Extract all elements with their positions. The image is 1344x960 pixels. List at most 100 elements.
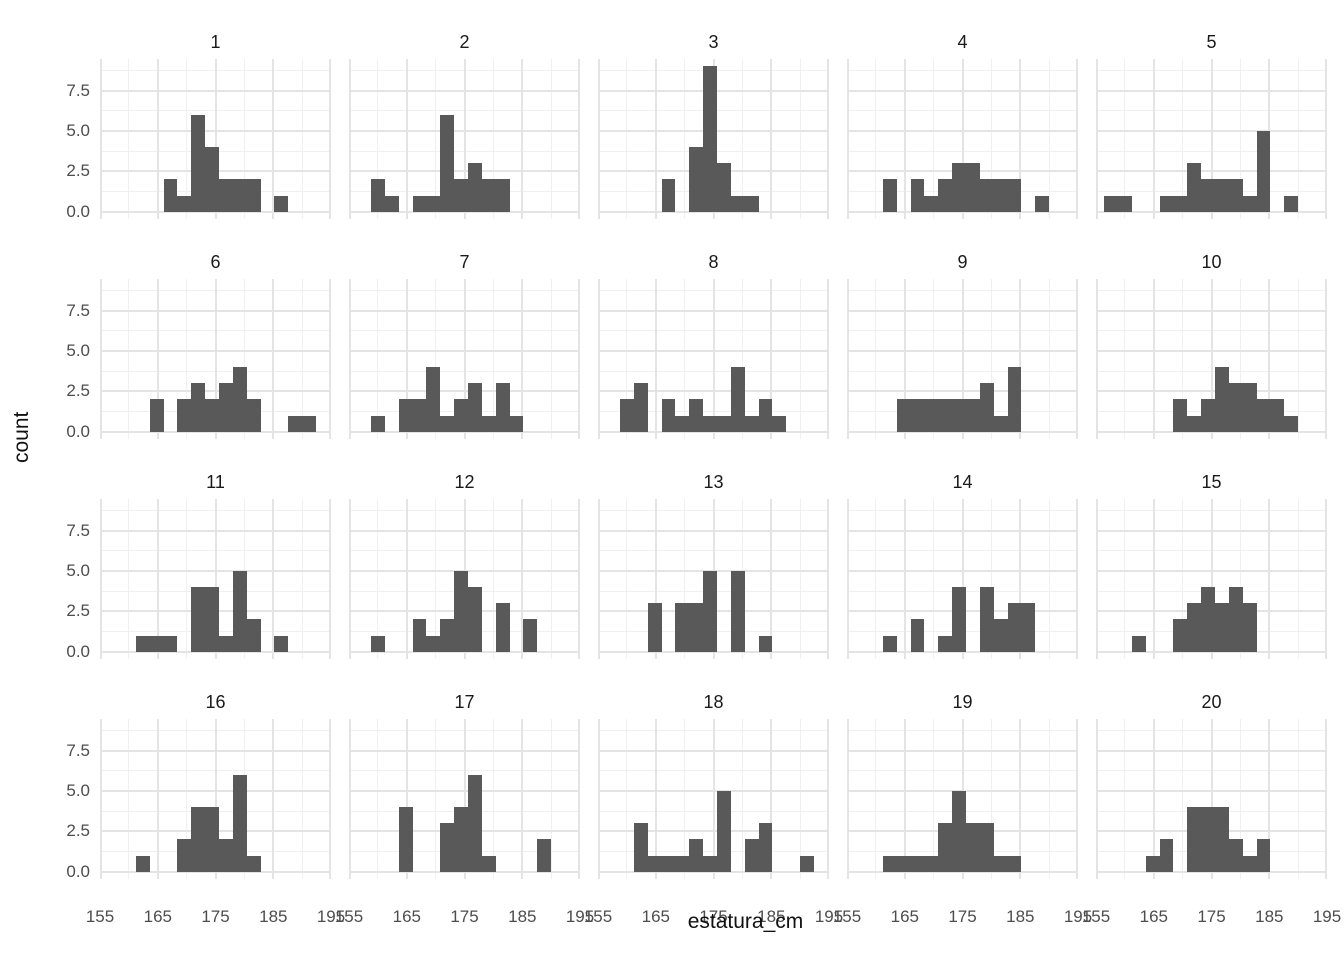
x-axis-tick-cell: 155 165 175 185 195: [335, 905, 594, 931]
grid-major-vline: [405, 279, 408, 439]
facet-panel: 19: [847, 685, 1078, 879]
grid-major-hline: [349, 89, 580, 92]
grid-minor-vline: [1048, 59, 1050, 219]
grid-minor-vline: [741, 59, 743, 219]
histogram-bar: [965, 163, 980, 212]
grid-major-hline: [1096, 129, 1327, 132]
facet-label: 18: [703, 691, 724, 712]
histogram-bar: [661, 399, 676, 432]
grid-major-hline: [349, 390, 580, 393]
histogram-bar: [218, 179, 233, 212]
grid-major-hline: [847, 650, 1078, 653]
x-axis-tick-cell: 155 165 175 185 195: [1082, 905, 1341, 931]
panel-plot-area: [349, 279, 580, 439]
y-axis-tick-labels: 0.0 2.5 5.0 7.5: [32, 465, 100, 660]
facet-panel: 10: [1096, 245, 1327, 439]
histogram-bar: [1242, 383, 1257, 432]
facet-panel: 3: [598, 25, 829, 219]
facet-label: 13: [703, 471, 724, 492]
grid-major-vline: [598, 719, 600, 879]
grid-major-hline: [847, 529, 1078, 532]
histogram-bar: [938, 399, 953, 432]
histogram-bar: [398, 399, 413, 432]
grid-major-vline: [1096, 719, 1098, 879]
grid-major-vline: [1268, 279, 1271, 439]
grid-major-vline: [1076, 719, 1078, 879]
grid-major-vline: [156, 719, 159, 879]
grid-major-hline: [1096, 749, 1327, 752]
facet-label: 20: [1201, 691, 1222, 712]
x-tick-label: 155: [334, 907, 364, 926]
histogram-bar: [191, 383, 206, 432]
facet-label: 11: [206, 471, 225, 492]
y-tick-label: 7.5: [66, 80, 90, 100]
grid-minor-vline: [1182, 499, 1184, 659]
grid-minor-vline: [186, 59, 188, 219]
histogram-bar: [288, 415, 303, 432]
histogram-bar: [412, 399, 427, 432]
grid-major-vline: [578, 499, 580, 659]
grid-major-vline: [827, 279, 829, 439]
histogram-bar: [218, 635, 233, 652]
grid-major-vline: [770, 279, 773, 439]
grid-major-vline: [1152, 719, 1155, 879]
grid-major-vline: [1210, 499, 1213, 659]
grid-minor-vline: [1182, 279, 1184, 439]
grid-major-hline: [598, 870, 829, 873]
grid-minor-vline: [1297, 59, 1299, 219]
histogram-bar: [661, 179, 676, 212]
histogram-bar: [454, 179, 468, 212]
grid-major-vline: [214, 59, 217, 219]
histogram-bar: [882, 855, 897, 872]
grid-major-vline: [961, 59, 964, 219]
grid-major-vline: [961, 499, 964, 659]
grid-major-hline: [1096, 170, 1327, 173]
facet-label: 12: [454, 471, 475, 492]
x-tick-label: 175: [450, 907, 479, 926]
panel-plot-area: [1096, 279, 1327, 439]
x-tick-label: 155: [85, 907, 115, 926]
grid-major-hline: [1096, 210, 1327, 213]
grid-major-vline: [1152, 279, 1155, 439]
histogram-bar: [384, 195, 399, 212]
histogram-bar: [1214, 807, 1229, 872]
grid-minor-vline: [990, 59, 992, 219]
histogram-bar: [1201, 179, 1215, 212]
grid-minor-vline: [128, 279, 130, 439]
histogram-bar: [440, 619, 455, 652]
grid-minor-vline: [1124, 59, 1126, 219]
grid-major-hline: [349, 349, 580, 352]
histogram-bar: [952, 163, 966, 212]
histogram-bar: [675, 855, 690, 872]
grid-minor-vline: [875, 279, 877, 439]
x-tick-label: 195: [565, 907, 595, 926]
grid-major-hline: [349, 569, 580, 572]
facet-panel: 12: [349, 465, 580, 659]
panel-plot-area: [349, 59, 580, 219]
histogram-bar: [426, 635, 441, 652]
grid-minor-vline: [550, 719, 552, 879]
histogram-bar: [205, 807, 219, 872]
panel-plot-area: [598, 59, 829, 219]
grid-major-vline: [961, 279, 964, 439]
x-tick-label: 155: [583, 907, 613, 926]
grid-major-vline: [214, 719, 217, 879]
histogram-bar: [938, 635, 953, 652]
x-tick-label: 165: [1139, 907, 1168, 926]
grid-major-vline: [654, 279, 657, 439]
histogram-bar: [1284, 415, 1299, 432]
grid-minor-vline: [186, 279, 188, 439]
histogram-bar: [191, 807, 206, 872]
histogram-bar: [495, 383, 510, 432]
grid-major-hline: [100, 390, 331, 393]
histogram-bar: [1187, 415, 1202, 432]
grid-major-vline: [349, 279, 351, 439]
grid-major-vline: [770, 499, 773, 659]
x-tick-label: 185: [259, 907, 288, 926]
grid-minor-vline: [1124, 279, 1126, 439]
grid-minor-vline: [128, 499, 130, 659]
grid-minor-vline: [799, 719, 801, 879]
grid-major-vline: [329, 499, 331, 659]
histogram-bar: [993, 415, 1008, 432]
grid-major-hline: [598, 650, 829, 653]
